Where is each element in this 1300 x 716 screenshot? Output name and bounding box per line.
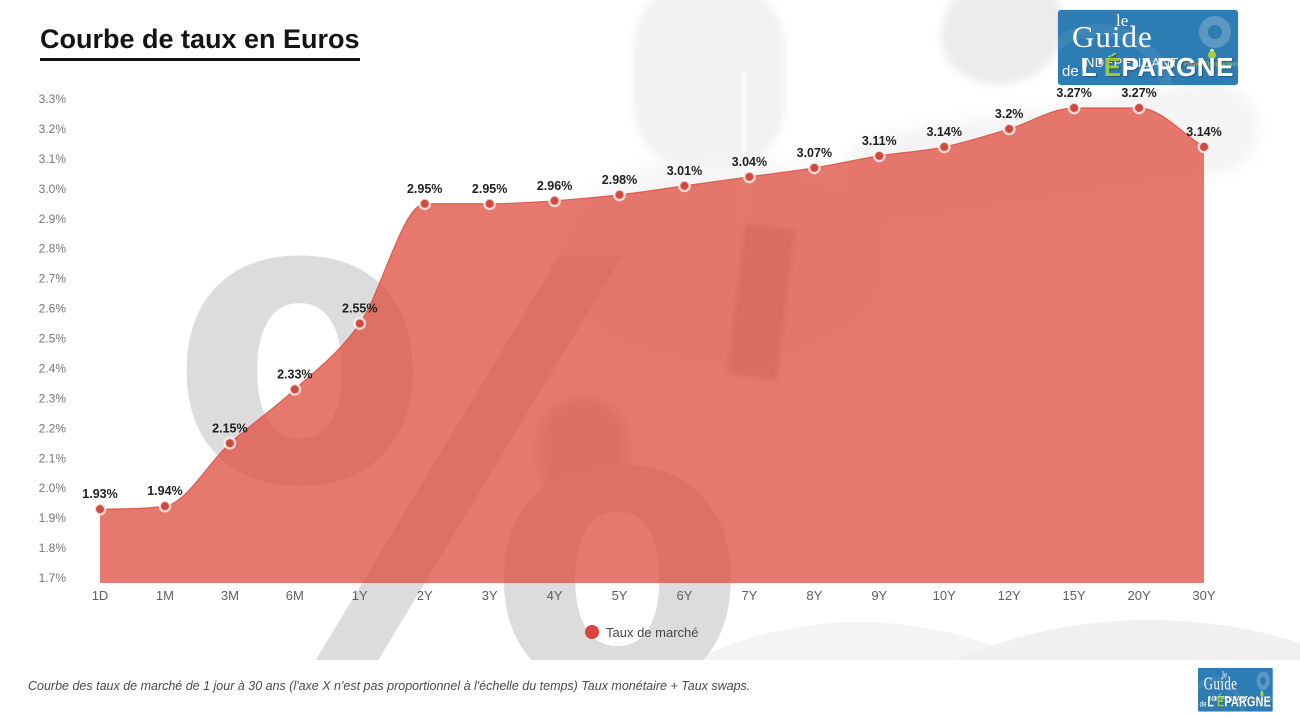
x-axis-tick-label: 8Y	[806, 588, 822, 603]
x-axis-tick-label: 10Y	[933, 588, 956, 603]
data-point-marker[interactable]	[288, 382, 302, 396]
logo-word-guide: Guide	[1203, 673, 1238, 694]
x-axis-tick-label: 15Y	[1063, 588, 1086, 603]
x-axis-tick-label: 1D	[92, 588, 109, 603]
data-point-label: 2.33%	[277, 367, 312, 381]
watermark-figure-head	[633, 0, 785, 170]
page-title: Courbe de taux en Euros	[40, 24, 360, 62]
logo-word-le: le	[1222, 668, 1228, 680]
data-point-marker[interactable]	[548, 194, 561, 208]
data-point-marker[interactable]	[1002, 122, 1016, 136]
data-point-label: 1.93%	[82, 487, 117, 501]
x-axis-tick-label: 9Y	[871, 588, 887, 603]
y-axis-tick-label: 2.5%	[39, 332, 67, 346]
logo-site-text: FranceTransactions.com	[1250, 697, 1273, 702]
y-axis-tick-label: 3.0%	[39, 182, 67, 196]
x-axis-tick-label: 20Y	[1127, 588, 1150, 603]
data-point-marker[interactable]	[1132, 101, 1146, 115]
data-point-marker[interactable]	[1197, 140, 1211, 154]
y-axis-tick-label: 2.8%	[39, 242, 67, 256]
chart-footnote: Courbe des taux de marché de 1 jour à 30…	[28, 679, 751, 693]
data-point-label: 2.98%	[602, 173, 637, 187]
logo-ring-icon	[1256, 671, 1270, 691]
logo-pebble-icon	[1208, 51, 1216, 59]
data-point-label: 3.01%	[667, 164, 702, 178]
data-point-label: 2.15%	[212, 421, 247, 435]
data-point-label: 3.14%	[1186, 125, 1221, 139]
x-axis-tick-label: 6Y	[677, 588, 693, 603]
logo-word-guide: Guide	[1072, 19, 1153, 54]
data-point-label: 3.2%	[995, 107, 1024, 121]
data-point-marker[interactable]	[872, 149, 886, 163]
logo-pebble-icon	[1260, 691, 1264, 697]
y-axis-tick-label: 3.2%	[39, 122, 67, 136]
data-point-marker[interactable]	[93, 502, 107, 516]
logo-site-text: FranceTransactions.com	[1184, 61, 1238, 68]
logo-guide-epargne[interactable]: le Guide INDÉPENDANT FranceTransactions.…	[1058, 10, 1238, 85]
x-axis-tick-label: 7Y	[741, 588, 757, 603]
logo-ring-icon	[1199, 16, 1231, 48]
x-axis-tick-label: 3Y	[482, 588, 498, 603]
data-point-label: 3.14%	[927, 125, 962, 139]
data-point-label: 2.95%	[472, 182, 507, 196]
data-point-label: 2.96%	[537, 179, 572, 193]
y-axis-tick-label: 1.7%	[39, 571, 67, 585]
data-point-marker[interactable]	[807, 161, 821, 175]
data-point-marker[interactable]	[678, 179, 691, 193]
rate-curve-chart: 3.3% 3.2% 3.1% 3.0% 2.9% 2.8% 2.7% 2.6% 2.5% 2.4%…	[39, 86, 1222, 640]
data-point-label: 2.95%	[407, 182, 442, 196]
logo-word-independant: INDÉPENDANT	[1081, 55, 1179, 70]
y-axis-tick-label: 3.3%	[39, 92, 67, 106]
data-point-label: 3.11%	[862, 134, 897, 148]
watermark-rope	[742, 72, 746, 242]
y-axis-tick-label: 1.8%	[39, 541, 67, 555]
y-axis-tick-label: 2.9%	[39, 212, 67, 226]
data-point-label: 3.27%	[1121, 86, 1156, 100]
data-point-label: 2.55%	[342, 302, 377, 316]
y-axis-tick-label: 2.4%	[39, 361, 67, 375]
area-series-taux-de-marche	[100, 107, 1204, 583]
data-point-marker[interactable]	[937, 140, 951, 154]
x-axis-tick-label: 1Y	[352, 588, 368, 603]
logo-small-box[interactable]: le Guide INDÉPENDANT FranceTransactions.…	[1198, 668, 1273, 712]
data-point-marker[interactable]	[158, 499, 172, 513]
x-axis-tick-label: 30Y	[1192, 588, 1215, 603]
data-point-marker[interactable]	[418, 197, 432, 211]
data-point-label: 3.04%	[732, 155, 767, 169]
data-point-marker[interactable]	[743, 170, 756, 184]
y-axis-tick-label: 2.6%	[39, 302, 67, 316]
y-axis-tick-label: 1.9%	[39, 511, 67, 525]
x-axis-tick-label: 12Y	[998, 588, 1021, 603]
data-point-marker[interactable]	[483, 197, 497, 211]
logo-word-le: le	[1116, 11, 1129, 30]
data-point-label: 1.94%	[147, 484, 182, 498]
x-axis-tick-label: 3M	[221, 588, 239, 603]
x-axis-tick-label: 4Y	[547, 588, 563, 603]
logo-guide-epargne-small[interactable]: le Guide INDÉPENDANT FranceTransactions.…	[1198, 668, 1273, 712]
legend-label: Taux de marché	[606, 625, 699, 640]
data-point-label: 3.07%	[797, 146, 832, 160]
legend-marker-icon[interactable]	[585, 625, 599, 639]
x-axis-tick-label: 2Y	[417, 588, 433, 603]
data-point-marker[interactable]	[613, 188, 626, 202]
data-point-label: 3.27%	[1056, 86, 1091, 100]
y-axis-tick-label: 2.3%	[39, 391, 67, 405]
data-point-marker[interactable]	[353, 317, 367, 330]
x-axis-tick-label: 1M	[156, 588, 174, 603]
y-axis-tick-label: 2.0%	[39, 481, 67, 495]
logo-word-independant: INDÉPENDANT	[1207, 694, 1249, 703]
logo-word-epargne: de L'ÉPARGNE	[1199, 692, 1272, 710]
data-point-marker[interactable]	[1067, 101, 1081, 115]
data-point-marker[interactable]	[223, 436, 237, 450]
y-axis-tick-label: 2.2%	[39, 421, 67, 435]
y-axis-tick-label: 2.1%	[39, 451, 67, 465]
y-axis-tick-label: 2.7%	[39, 272, 67, 286]
y-axis-tick-label: 3.1%	[39, 152, 67, 166]
x-axis-tick-label: 6M	[286, 588, 304, 603]
logo-word-epargne: de L'ÉPARGNE	[1062, 52, 1234, 82]
x-axis-tick-label: 5Y	[612, 588, 628, 603]
